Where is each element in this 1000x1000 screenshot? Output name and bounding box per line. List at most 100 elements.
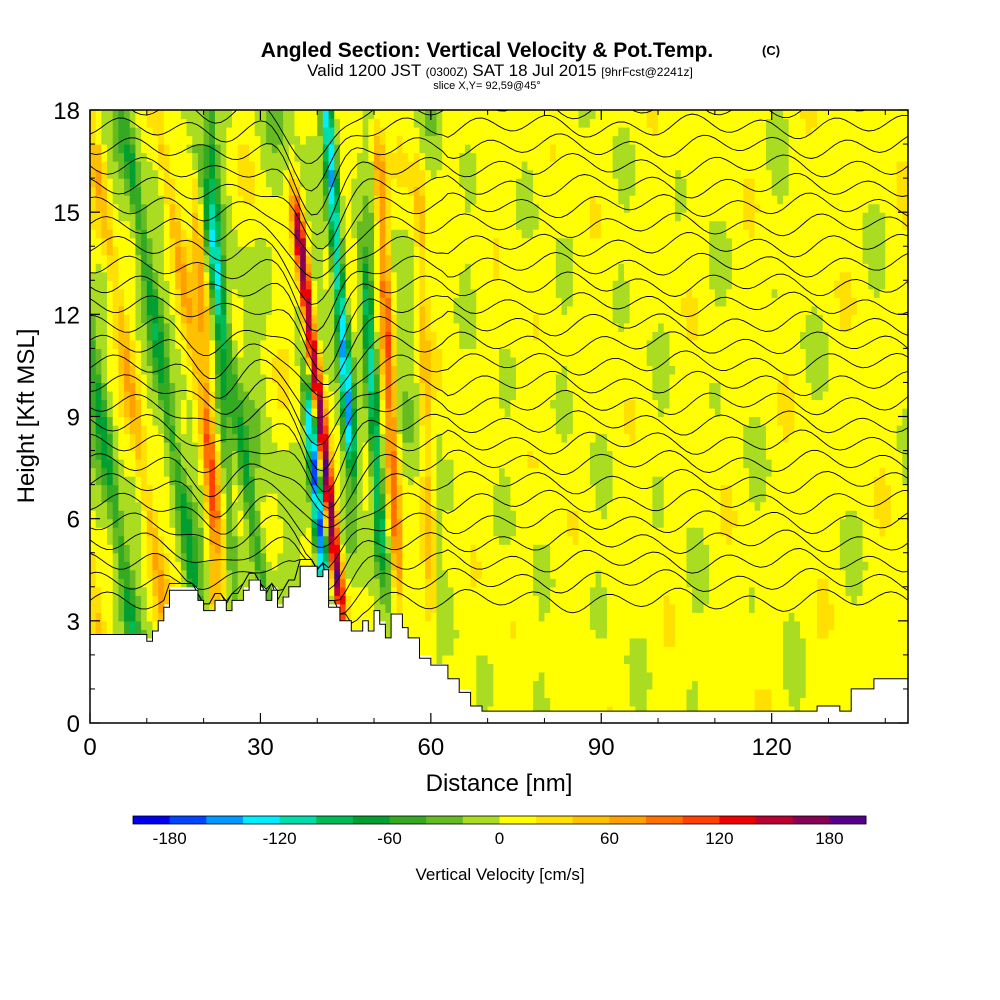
velocity-cell <box>379 229 386 239</box>
velocity-cell <box>481 450 489 460</box>
velocity-cell <box>124 237 131 247</box>
velocity-cell <box>476 561 483 571</box>
velocity-cell <box>362 552 369 562</box>
velocity-cell <box>345 237 352 247</box>
velocity-cell <box>516 697 523 707</box>
velocity-cell <box>90 373 97 384</box>
velocity-cell <box>334 476 341 486</box>
velocity-cell <box>374 552 381 562</box>
velocity-cell <box>510 459 517 469</box>
velocity-cell <box>516 161 523 171</box>
velocity-cell <box>197 229 205 239</box>
velocity-cell <box>277 527 284 537</box>
velocity-cell <box>487 254 494 264</box>
velocity-cell <box>118 186 125 196</box>
velocity-cell <box>311 144 318 154</box>
velocity-cell <box>391 152 398 162</box>
velocity-cell <box>374 144 381 154</box>
velocity-cell <box>493 671 500 682</box>
velocity-cell <box>527 254 534 264</box>
velocity-cell <box>345 578 352 588</box>
velocity-cell <box>379 569 386 579</box>
velocity-cell <box>237 595 244 605</box>
velocity-cell <box>146 518 154 528</box>
velocity-cell <box>294 229 301 239</box>
velocity-cell <box>493 484 500 494</box>
velocity-cell <box>135 552 142 562</box>
velocity-cell <box>243 544 250 554</box>
velocity-cell <box>152 118 159 128</box>
velocity-cell <box>481 705 489 716</box>
velocity-cell <box>277 220 284 230</box>
velocity-cell <box>294 442 301 452</box>
velocity-cell <box>499 416 506 426</box>
velocity-cell <box>481 663 489 673</box>
velocity-cell <box>152 442 159 452</box>
velocity-cell <box>317 110 324 120</box>
velocity-cell <box>107 595 114 605</box>
velocity-cell <box>419 382 426 392</box>
velocity-cell <box>470 229 477 239</box>
velocity-cell <box>459 127 466 137</box>
velocity-cell <box>249 425 256 435</box>
velocity-cell <box>283 110 290 120</box>
velocity-cell <box>453 399 460 409</box>
velocity-cell <box>152 561 159 571</box>
velocity-cell <box>453 203 460 213</box>
velocity-cell <box>374 280 381 290</box>
velocity-cell <box>305 535 313 545</box>
velocity-cell <box>470 493 477 503</box>
velocity-cell <box>118 518 125 528</box>
velocity-cell <box>112 169 119 179</box>
velocity-cell <box>510 510 517 520</box>
velocity-cell <box>425 629 432 639</box>
velocity-cell <box>112 450 119 460</box>
velocity-cell <box>538 629 546 639</box>
velocity-cell <box>413 382 421 392</box>
velocity-cell <box>516 118 523 128</box>
velocity-cell <box>152 603 159 613</box>
velocity-cell <box>464 288 472 298</box>
velocity-cell <box>317 237 324 247</box>
velocity-cell <box>232 373 239 384</box>
velocity-cell <box>203 203 210 213</box>
velocity-cell <box>186 169 193 179</box>
velocity-cell <box>447 476 455 486</box>
velocity-cell <box>447 612 455 622</box>
velocity-cell <box>180 161 188 171</box>
velocity-cell <box>317 569 324 579</box>
velocity-cell <box>237 467 244 477</box>
velocity-cell <box>158 288 165 298</box>
velocity-cell <box>476 229 483 239</box>
velocity-cell <box>260 493 267 503</box>
velocity-cell <box>544 178 551 188</box>
velocity-cell <box>470 416 477 426</box>
velocity-cell <box>419 527 426 537</box>
velocity-cell <box>459 569 466 579</box>
velocity-cell <box>345 442 352 452</box>
velocity-cell <box>464 535 472 545</box>
velocity-cell <box>317 399 324 409</box>
velocity-cell <box>499 425 506 435</box>
velocity-cell <box>481 365 489 375</box>
velocity-cell <box>374 271 381 281</box>
velocity-cell <box>283 135 290 145</box>
velocity-cell <box>129 535 137 545</box>
velocity-cell <box>294 569 301 579</box>
velocity-cell <box>408 484 415 494</box>
velocity-cell <box>419 288 426 298</box>
velocity-cell <box>379 484 386 494</box>
velocity-cell <box>402 161 409 171</box>
velocity-cell <box>493 552 500 562</box>
velocity-field <box>90 110 908 716</box>
velocity-cell <box>169 263 176 273</box>
velocity-cell <box>481 510 489 520</box>
velocity-cell <box>339 586 347 596</box>
velocity-cell <box>339 169 347 179</box>
velocity-cell <box>169 544 176 554</box>
velocity-cell <box>510 331 517 341</box>
velocity-cell <box>538 161 546 171</box>
velocity-cell <box>533 688 540 699</box>
velocity-cell <box>294 161 301 171</box>
velocity-cell <box>459 229 466 239</box>
